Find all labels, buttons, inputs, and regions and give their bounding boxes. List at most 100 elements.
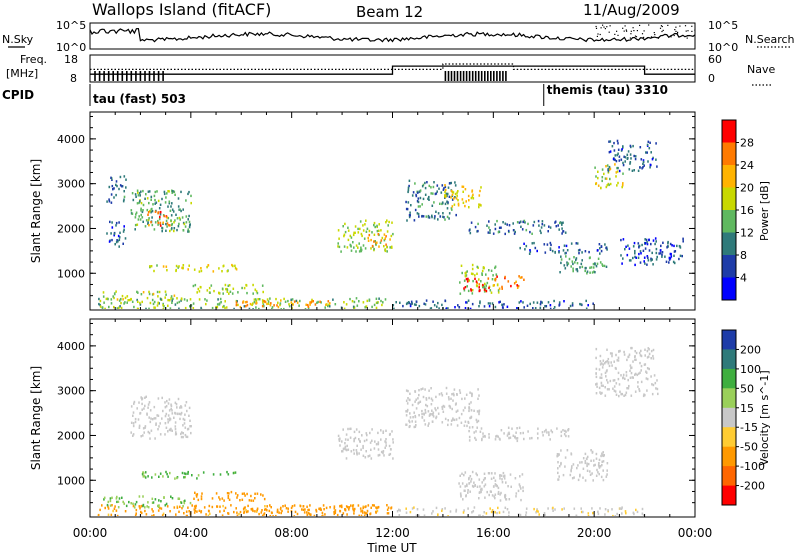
power-cell <box>157 219 159 223</box>
velocity-cell <box>182 435 184 439</box>
velocity-cell <box>462 409 465 412</box>
velocity-cell <box>176 412 179 415</box>
power-cell <box>641 167 643 170</box>
power-cell <box>406 207 409 211</box>
power-cell <box>503 303 505 306</box>
power-cell <box>643 164 645 167</box>
velocity-cell <box>254 492 256 495</box>
power-y-axis-label: Slant Range [km] <box>29 159 43 263</box>
power-cell <box>648 238 650 241</box>
velocity-cell <box>591 450 594 454</box>
power-cell <box>461 185 464 188</box>
velocity-cell <box>115 509 118 512</box>
velocity-cell <box>179 505 181 508</box>
velocity-cell <box>480 487 483 491</box>
velocity-cell <box>441 508 444 511</box>
velocity-cell <box>134 514 137 516</box>
power-cell <box>479 300 481 303</box>
power-cell <box>142 220 144 223</box>
power-cell <box>410 204 412 207</box>
power-cell <box>626 253 629 257</box>
velocity-cell <box>468 435 471 439</box>
velocity-cell <box>132 434 134 437</box>
velocity-cell <box>382 431 384 434</box>
power-cell <box>364 247 367 250</box>
plot-header: Wallops Island (fitACF) Beam 12 11/Aug/2… <box>92 0 680 21</box>
velocity-cell <box>459 492 462 495</box>
power-cell <box>434 192 437 196</box>
power-cell <box>356 304 359 307</box>
velocity-cell <box>652 383 655 387</box>
power-cell <box>373 240 375 243</box>
velocity-cell <box>470 477 473 481</box>
power-cell <box>236 300 238 303</box>
power-cell <box>113 296 115 300</box>
power-cell <box>520 225 522 228</box>
velocity-cell <box>656 387 659 391</box>
power-cell <box>441 303 443 307</box>
velocity-cell <box>437 406 439 410</box>
velocity-cell <box>280 506 282 510</box>
velocity-cell <box>652 348 655 352</box>
power-cell <box>426 181 428 184</box>
power-cell <box>187 192 189 196</box>
velocity-cell <box>598 465 601 468</box>
power-cell <box>140 293 143 296</box>
power-cell <box>512 229 515 232</box>
velocity-cell <box>139 507 141 510</box>
velocity-cell <box>307 511 310 515</box>
colorbar-tick-label: 16 <box>740 204 754 217</box>
power-cell <box>137 291 139 294</box>
velocity-cell <box>628 353 631 356</box>
power-cell <box>380 299 382 303</box>
nave-label: Nave <box>747 63 775 76</box>
power-cell <box>375 306 378 309</box>
power-cell <box>446 192 449 196</box>
velocity-cell <box>385 438 387 441</box>
power-cell <box>576 269 579 273</box>
velocity-cell <box>181 431 183 434</box>
velocity-cell <box>421 416 424 419</box>
velocity-cell <box>603 454 605 457</box>
power-cell <box>472 272 474 276</box>
power-cell <box>533 220 536 224</box>
power-cell <box>139 194 141 197</box>
velocity-cell <box>595 372 597 375</box>
power-cell <box>468 206 470 209</box>
power-cell <box>584 269 586 273</box>
colorbar-tick-label: 15 <box>740 402 754 415</box>
power-cell <box>149 301 152 305</box>
power-cell <box>347 238 350 242</box>
velocity-cell <box>458 416 461 420</box>
velocity-cell <box>116 495 118 499</box>
velocity-cell <box>422 508 425 511</box>
power-cell <box>557 224 559 227</box>
power-cell <box>150 208 152 211</box>
power-cell <box>130 297 132 301</box>
velocity-cell <box>168 419 171 422</box>
power-cell <box>389 246 391 249</box>
power-cell <box>137 307 139 309</box>
power-cell <box>558 228 560 231</box>
power-cell <box>408 179 411 182</box>
velocity-cell <box>392 438 394 441</box>
power-cell <box>408 301 410 304</box>
power-cell <box>112 295 114 298</box>
power-cell <box>669 252 672 256</box>
power-cell <box>433 201 435 204</box>
velocity-cell <box>425 397 428 400</box>
power-cell <box>561 223 563 226</box>
velocity-cell <box>491 494 494 497</box>
power-cell <box>181 216 184 219</box>
power-cell <box>123 225 125 228</box>
power-cell <box>253 301 256 304</box>
velocity-cell <box>359 507 362 510</box>
noise-search-dot <box>635 36 638 38</box>
power-cell <box>444 194 446 197</box>
velocity-cell <box>159 422 161 425</box>
velocity-cell <box>469 475 472 478</box>
power-cell <box>616 170 619 173</box>
power-cell <box>620 238 622 242</box>
velocity-cell <box>547 507 549 510</box>
